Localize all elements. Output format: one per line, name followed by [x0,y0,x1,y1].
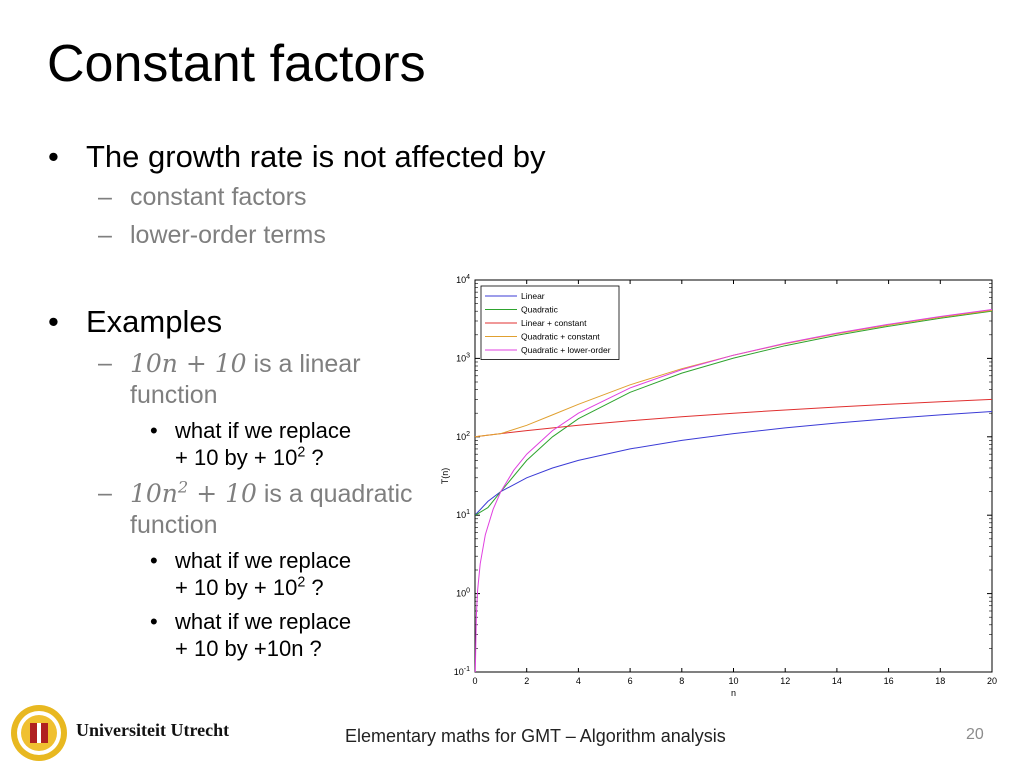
dash-marker: – [98,221,112,249]
question-line2: + 10 by + 10 [175,445,298,470]
y-tick-label: 10-1 [454,666,470,677]
x-axis-label: n [731,688,736,698]
x-tick-label: 2 [524,676,529,686]
question-quadratic-2: • what if we replace + 10 by +10n ? [150,608,352,662]
quadratic-desc-2: function [130,511,218,539]
x-tick-label: 20 [987,676,997,686]
linear-desc: is a linear [246,350,361,378]
x-tick-label: 0 [472,676,477,686]
university-name: Universiteit Utrecht [76,720,230,740]
series-line-1 [474,411,993,516]
x-tick-label: 18 [935,676,945,686]
x-tick-label: 6 [628,676,633,686]
dash-marker: – [98,479,112,507]
series-line-3 [474,398,993,438]
question-quadratic-1: • what if we replace + 10 by + 102 ? [150,547,352,601]
dash-marker: – [98,349,112,377]
y-tick-label: 103 [456,352,470,363]
legend-label: Linear [521,291,545,301]
question-line1: what if we replace [175,418,352,443]
quadratic-desc: is a quadratic [256,480,413,508]
page-number: 20 [966,726,984,743]
question-line1: what if we replace [175,548,352,573]
slide-title: Constant factors [47,35,426,93]
bullet-growth-rate: • The growth rate is not affected by [48,139,546,175]
x-tick-label: 14 [832,676,842,686]
series-line-5 [474,309,993,673]
legend-label: Quadratic + constant [521,332,600,342]
quadratic-formula-exp: 2 [177,477,189,497]
footer-title: Elementary maths for GMT – Algorithm ana… [345,726,726,746]
x-tick-label: 4 [576,676,581,686]
question-tail: ? [305,575,324,600]
bullet-dot: • [150,548,158,573]
question-line1: what if we replace [175,609,352,634]
bullet-growth-rate-text: The growth rate is not affected by [86,139,546,174]
linear-formula: 10𝑛 + 10 [130,349,247,378]
sub-constant-factors-text: constant factors [130,183,307,211]
y-tick-label: 100 [456,588,470,599]
series-line-4 [474,309,993,438]
bullet-dot: • [48,139,59,174]
linear-desc-2: function [130,381,218,409]
legend-label: Quadratic [521,305,559,315]
bullet-examples: • Examples [48,304,223,340]
question-line2: + 10 by +10n ? [175,636,322,661]
sub-lower-order-text: lower-order terms [130,221,326,249]
series-line-2 [475,310,993,516]
legend-label: Quadratic + lower-order [521,345,611,355]
bullet-dot: • [150,418,158,443]
y-tick-label: 104 [456,274,470,285]
quadratic-formula-b: + 10 [188,479,257,508]
example-quadratic: – 10𝑛2 + 10 is a quadratic function [98,477,413,541]
y-axis-label: T(n) [440,468,450,485]
bullet-dot: • [150,609,158,634]
bullet-examples-text: Examples [86,304,223,339]
example-linear: – 10𝑛 + 10 is a linear function [98,348,361,411]
x-tick-label: 12 [780,676,790,686]
x-tick-label: 10 [728,676,738,686]
question-exponent: 2 [297,444,306,461]
legend-label: Linear + constant [521,318,587,328]
y-tick-label: 101 [456,509,470,520]
bullet-dot: • [48,304,59,339]
sub-constant-factors: – constant factors [98,183,307,212]
question-line2: + 10 by + 10 [175,575,298,600]
sub-lower-order: – lower-order terms [98,221,326,250]
growth-chart: 0 2 4 6 8 10 12 14 16 18 20 n 10-1 100 101 102 103 104 T(n… [440,274,997,698]
quadratic-formula-a: 10𝑛 [130,479,178,508]
x-tick-label: 16 [884,676,894,686]
university-seal-icon [11,705,67,761]
y-tick-label: 102 [456,431,470,442]
question-exponent: 2 [297,574,306,591]
question-tail: ? [305,445,324,470]
question-linear-1: • what if we replace + 10 by + 102 ? [150,417,352,471]
dash-marker: – [98,183,112,211]
x-tick-label: 8 [679,676,684,686]
